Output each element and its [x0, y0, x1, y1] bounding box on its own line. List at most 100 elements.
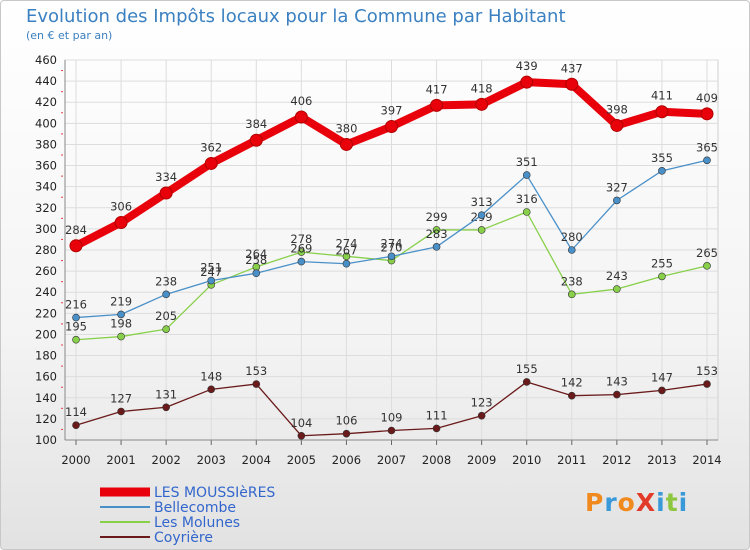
x-tick-label: 2013 — [647, 453, 676, 467]
x-tick-label: 2006 — [332, 453, 361, 467]
data-point — [72, 335, 80, 344]
data-label: 148 — [200, 369, 222, 383]
data-point — [655, 105, 669, 119]
data-label: 219 — [110, 294, 132, 308]
data-label: 439 — [516, 59, 538, 73]
y-tick-label: 180 — [35, 349, 57, 363]
data-point — [613, 390, 621, 399]
data-label: 411 — [651, 89, 673, 103]
data-point — [613, 196, 621, 205]
data-point — [294, 110, 308, 124]
data-label: 334 — [155, 170, 177, 184]
data-point — [432, 424, 441, 433]
data-label: 106 — [335, 414, 357, 428]
data-label: 313 — [471, 195, 493, 209]
data-label: 111 — [426, 408, 448, 422]
data-point — [342, 429, 351, 438]
legend-label: Les Molunes — [154, 515, 240, 531]
data-point — [72, 421, 80, 430]
y-tick-label: 240 — [35, 285, 57, 299]
x-tick-label: 2008 — [422, 453, 451, 467]
data-label: 409 — [696, 91, 718, 105]
data-label: 153 — [696, 364, 718, 378]
data-point — [385, 120, 398, 133]
y-tick-label: 260 — [35, 264, 57, 278]
x-tick-label: 2000 — [61, 453, 90, 467]
y-tick-label: 120 — [35, 412, 57, 426]
chart-subtitle: (en € et par an) — [26, 29, 112, 42]
x-tick-label: 2010 — [512, 453, 541, 467]
logo-letter: P — [585, 488, 605, 517]
data-label: 153 — [245, 364, 267, 378]
data-point — [658, 167, 666, 175]
y-axis: 100 120 140 160 180 200 220 240 260 280 300 320 340 3… — [35, 53, 66, 447]
y-tick-label: 300 — [35, 222, 57, 236]
x-tick-label: 2011 — [557, 453, 586, 467]
series-coyri-re: 114 127 131 148 153 104 106 109 111 123 155 142 143 1… — [65, 362, 718, 440]
series-les-moussi-res: 284 306 334 362 384 406 380 397 417 418 439 437 398 4… — [65, 59, 718, 253]
data-label: 109 — [381, 411, 403, 425]
data-label: 398 — [606, 102, 628, 116]
data-point — [430, 98, 444, 112]
legend-label: LES MOUSSIèRES — [154, 485, 275, 501]
data-point — [432, 243, 441, 251]
data-label: 299 — [426, 210, 448, 224]
y-tick-label: 340 — [35, 180, 57, 194]
data-point — [658, 386, 666, 395]
data-label: 131 — [155, 387, 177, 401]
data-point — [522, 378, 531, 386]
y-tick-label: 440 — [35, 74, 57, 88]
data-point — [567, 290, 576, 299]
data-point — [297, 248, 306, 256]
data-point — [117, 310, 125, 319]
data-point — [162, 403, 170, 412]
data-label: 267 — [335, 244, 357, 258]
data-label: 306 — [110, 200, 132, 214]
data-point — [159, 186, 173, 200]
y-tick-label: 400 — [35, 116, 57, 130]
data-label: 397 — [381, 104, 403, 118]
data-label: 238 — [155, 274, 177, 288]
logo-letter: t — [665, 488, 679, 517]
data-point — [342, 252, 351, 261]
logo-letter: X — [635, 488, 657, 517]
data-point — [207, 385, 216, 394]
y-tick-label: 160 — [35, 370, 57, 384]
data-label: 243 — [606, 269, 628, 283]
data-label: 380 — [335, 121, 357, 135]
data-label: 351 — [516, 155, 538, 169]
data-point — [700, 107, 714, 121]
logo-letter: i — [656, 488, 666, 517]
data-label: 327 — [606, 180, 628, 194]
y-tick-label: 280 — [35, 243, 57, 257]
data-label: 251 — [200, 261, 222, 275]
data-point — [522, 208, 531, 216]
data-point — [252, 269, 261, 278]
data-label: 418 — [471, 81, 493, 95]
data-label: 147 — [651, 370, 673, 384]
logo-letter: r — [604, 488, 618, 517]
data-point — [567, 246, 576, 254]
x-tick-label: 2005 — [287, 453, 316, 467]
data-label: 195 — [65, 320, 87, 334]
data-label: 280 — [561, 230, 583, 244]
data-point — [703, 156, 711, 165]
data-label: 283 — [426, 227, 448, 241]
data-label: 205 — [155, 309, 177, 323]
grid — [64, 59, 719, 441]
data-point — [162, 290, 170, 299]
data-label: 255 — [651, 256, 673, 270]
y-tick-label: 100 — [35, 433, 57, 447]
y-tick-label: 360 — [35, 159, 57, 173]
legend-label: Bellecombe — [154, 500, 236, 516]
data-point — [252, 380, 261, 388]
data-label: 365 — [696, 140, 718, 154]
data-point — [342, 259, 351, 268]
data-point — [162, 325, 170, 333]
data-label: 142 — [561, 376, 583, 390]
data-point — [703, 380, 711, 388]
data-point — [114, 216, 128, 230]
proxiti-logo: ProXiti — [585, 488, 688, 517]
